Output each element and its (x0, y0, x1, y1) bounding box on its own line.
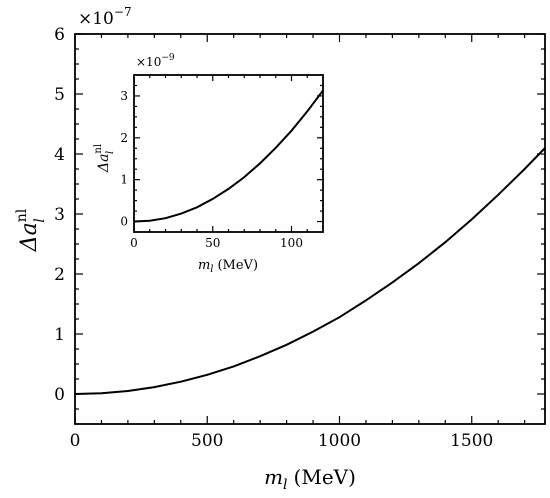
main-y-axis-label: Δanl l (14, 208, 48, 252)
inset-y-label-sub: l (105, 151, 116, 154)
y-tick-label: 3 (120, 89, 128, 103)
x-tick-label: 0 (70, 431, 81, 451)
x-tick-label: 100 (280, 236, 303, 250)
inset-x-label-sub: l (210, 264, 213, 275)
y-tick-label: 1 (120, 173, 128, 187)
main-x-axis-label: ml (MeV) (264, 465, 356, 493)
x-tick-label: 1500 (450, 431, 493, 451)
y-tick-label: 6 (54, 25, 65, 45)
main-series-line (74, 147, 546, 395)
x-tick-label: 50 (205, 236, 220, 250)
inset-scale-exp: −9 (161, 53, 175, 63)
inset-x-label-unit: (MeV) (217, 258, 258, 273)
inset-x-axis-label: ml (MeV) (198, 258, 258, 275)
y-tick-label: 5 (54, 85, 65, 105)
inset-y-axis-label: Δanll (93, 144, 116, 173)
y-tick-label: 0 (54, 385, 65, 405)
y-tick-label: 2 (120, 131, 128, 145)
x-tick-label: 0 (130, 236, 138, 250)
inset-scale-base: ×10 (136, 55, 161, 69)
y-tick-label: 3 (54, 205, 65, 225)
main-scale-exp: −7 (114, 5, 132, 19)
x-tick-label: 500 (191, 431, 223, 451)
inset-y-label-main: Δa (96, 154, 112, 173)
inset-scale-factor: ×10−9 (136, 53, 175, 69)
inset-x-label-main: m (198, 258, 210, 273)
main-x-label-unit: (MeV) (294, 465, 356, 489)
main-y-label-sup: nl (14, 208, 30, 222)
inset-plot-frame (133, 74, 324, 233)
main-x-label-sub: l (283, 477, 287, 493)
inset-series-line (133, 89, 324, 223)
main-y-label-main: Δa (17, 222, 42, 252)
main-y-label-sub: l (32, 218, 48, 222)
y-tick-label: 0 (120, 215, 128, 229)
y-tick-label: 4 (54, 145, 65, 165)
inset-plot-background (134, 75, 323, 232)
x-tick-label: 1000 (318, 431, 361, 451)
main-x-label-main: m (264, 465, 283, 489)
main-ticks (74, 33, 545, 425)
y-tick-label: 2 (54, 265, 65, 285)
main-scale-factor: ×10−7 (78, 5, 132, 29)
y-tick-label: 1 (54, 325, 65, 345)
main-scale-base: ×10 (78, 9, 114, 29)
inset-tick-labels: 0 50 100 0 1 2 3 (120, 89, 303, 250)
inset-y-label-sup: nl (93, 144, 104, 154)
